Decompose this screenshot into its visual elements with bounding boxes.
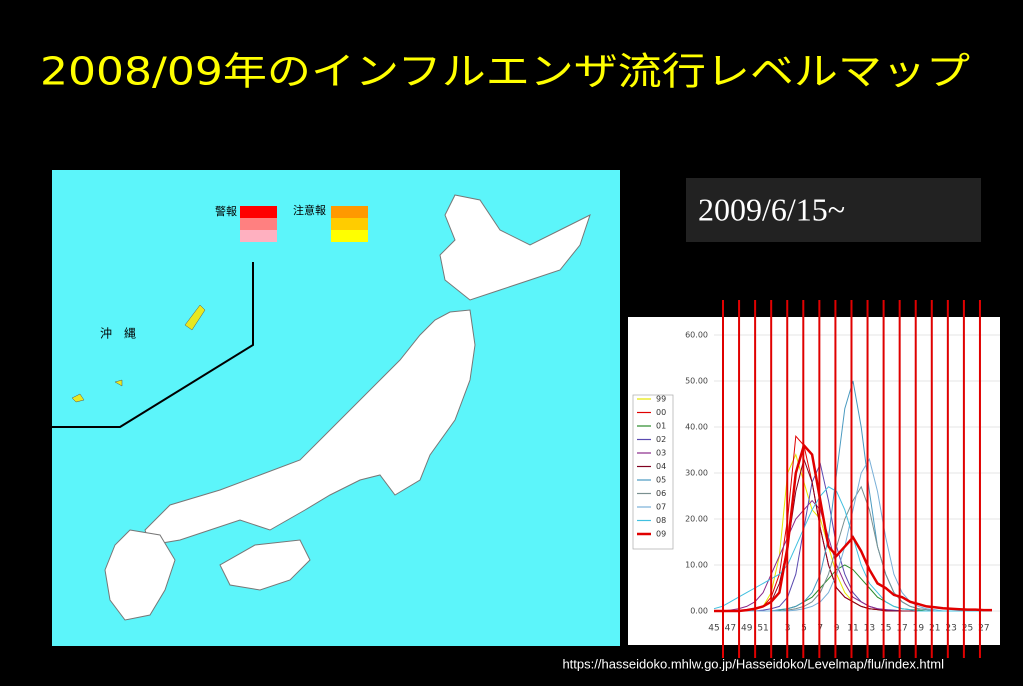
overlay-lines bbox=[722, 300, 981, 658]
legend-label: 02 bbox=[656, 435, 666, 444]
y-tick-label: 50.00 bbox=[685, 377, 708, 386]
x-tick-label: 45 bbox=[708, 624, 719, 634]
x-tick-label: 27 bbox=[978, 624, 989, 634]
legend-box bbox=[632, 394, 674, 550]
kyushu bbox=[104, 529, 176, 621]
legend-warning: 警報 bbox=[215, 204, 237, 218]
x-tick-label: 15 bbox=[880, 624, 891, 634]
y-tick-label: 10.00 bbox=[685, 561, 708, 570]
x-tick-label: 47 bbox=[725, 624, 736, 634]
date-label: 2009/6/15~ bbox=[698, 191, 845, 227]
okinawa-islands bbox=[71, 304, 206, 403]
legend-label: 08 bbox=[656, 516, 666, 525]
y-tick-label: 30.00 bbox=[685, 469, 708, 478]
swatch bbox=[331, 230, 368, 242]
source-url: https://hasseidoko.mhlw.go.jp/Hasseidoko… bbox=[562, 656, 944, 671]
swatch bbox=[240, 206, 277, 218]
shikoku bbox=[219, 539, 311, 591]
chart: 0.00 10.00 20.00 30.00 40.00 50.00 60.00 45 47 49… bbox=[637, 331, 1000, 634]
x-tick-label: 9 bbox=[834, 624, 840, 634]
legend-label: 03 bbox=[656, 449, 666, 458]
date-box bbox=[686, 178, 981, 242]
legend-label: 07 bbox=[656, 503, 666, 512]
x-tick-label: 21 bbox=[929, 624, 940, 634]
x-tick-label: 23 bbox=[945, 624, 956, 634]
hokkaido bbox=[439, 194, 591, 301]
x-tick-label: 17 bbox=[896, 624, 907, 634]
chart-background bbox=[628, 317, 1000, 645]
series-line bbox=[714, 442, 992, 613]
legend-label: 05 bbox=[656, 476, 666, 485]
swatch bbox=[331, 218, 368, 230]
x-tick-label: 19 bbox=[913, 624, 925, 634]
legend-label: 00 bbox=[656, 408, 666, 417]
x-tick-label: 49 bbox=[741, 624, 753, 634]
y-tick-label: 0.00 bbox=[690, 607, 708, 616]
okinawa-label: 沖 縄 bbox=[100, 326, 136, 341]
x-tick-label: 13 bbox=[864, 624, 875, 634]
swatch bbox=[240, 230, 277, 242]
japan-map bbox=[104, 194, 591, 621]
swatch bbox=[240, 218, 277, 230]
legend-advisory: 注意報 bbox=[293, 203, 326, 217]
y-tick-label: 20.00 bbox=[685, 515, 708, 524]
swatch bbox=[331, 206, 368, 218]
x-tick-label: 11 bbox=[847, 624, 858, 634]
y-tick-label: 60.00 bbox=[685, 331, 708, 340]
y-tick-label: 40.00 bbox=[685, 423, 708, 432]
legend-label: 09 bbox=[656, 530, 666, 539]
slide-title: 2008/09年のインフルエンザ流行レベルマップ bbox=[40, 50, 970, 94]
legend-label: 06 bbox=[656, 489, 666, 498]
okinawa-divider bbox=[52, 262, 254, 428]
legend-label: 04 bbox=[656, 462, 666, 471]
x-tick-label: 51 bbox=[757, 624, 768, 634]
x-tick-label: 25 bbox=[962, 624, 973, 634]
legend-label: 01 bbox=[656, 422, 666, 431]
legend-label: 99 bbox=[656, 395, 666, 404]
